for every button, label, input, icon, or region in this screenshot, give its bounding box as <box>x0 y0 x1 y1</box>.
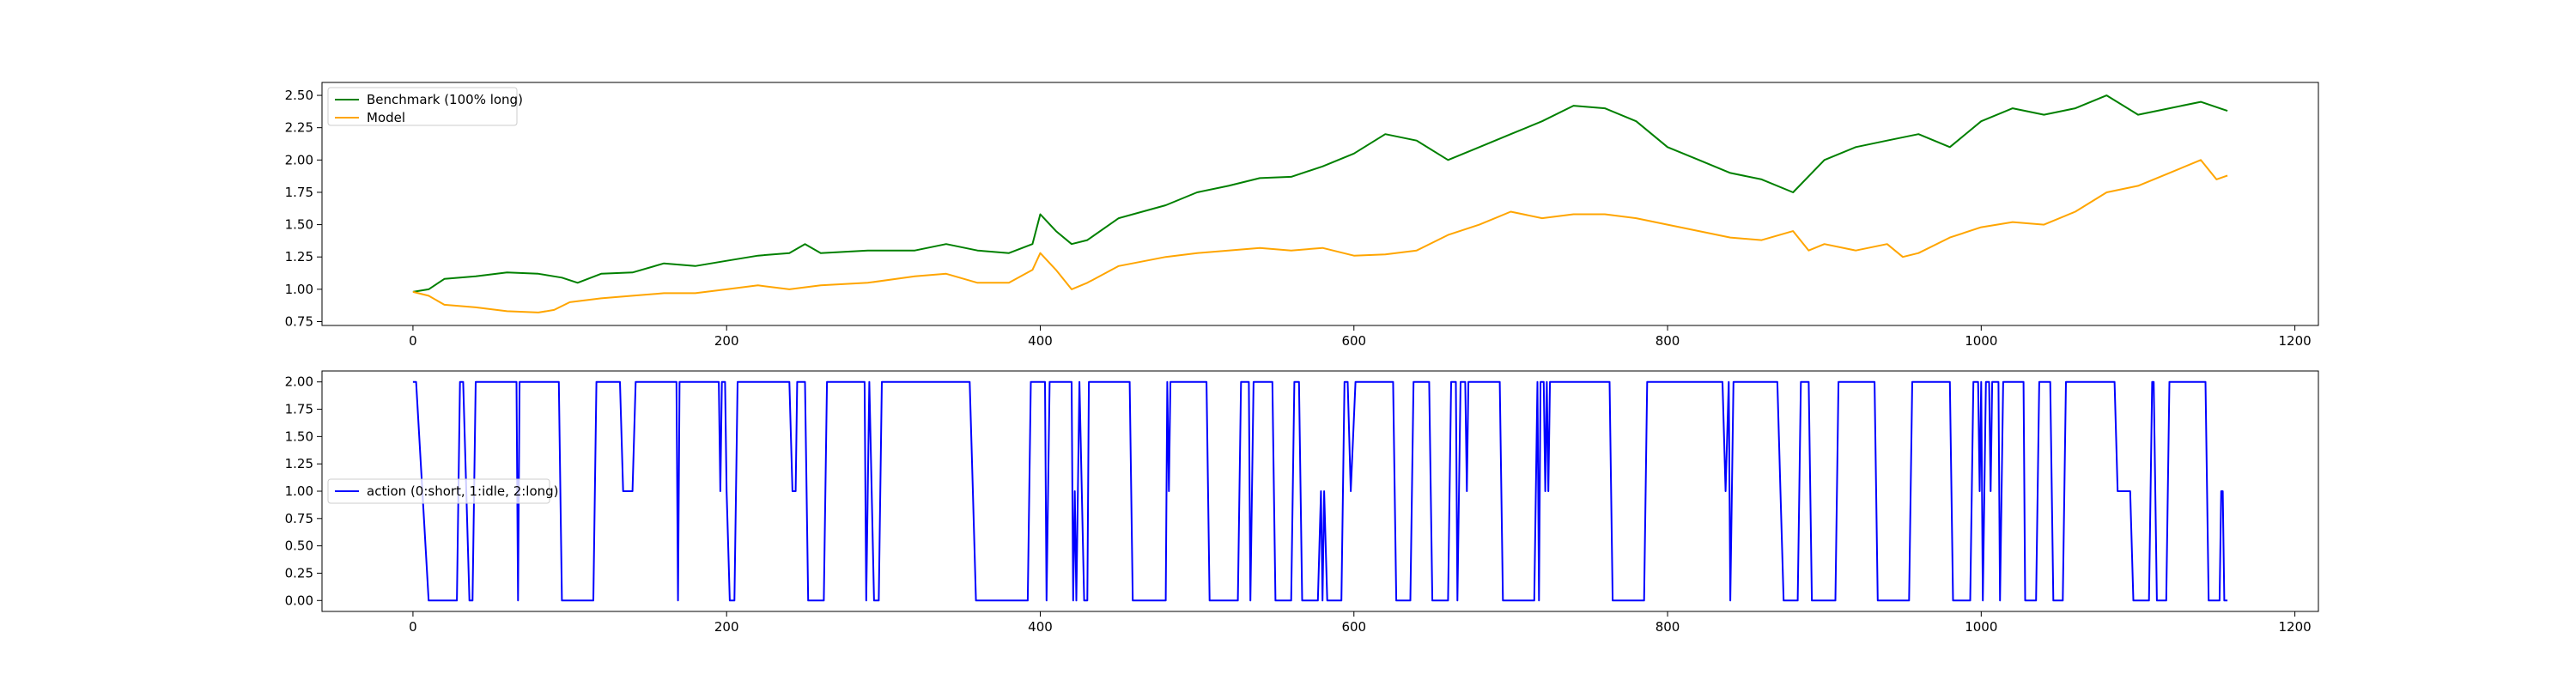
bottom-y-axis: 0.00 0.25 0.50 0.75 1.00 1.25 1.50 1.75 2.00 <box>285 374 322 608</box>
x-tick-label: 400 <box>1028 619 1053 635</box>
x-tick-label: 1200 <box>2279 619 2312 635</box>
top-x-axis: 0 200 400 600 800 1000 1200 <box>409 325 2312 349</box>
series-line-action <box>412 380 2228 602</box>
x-tick-label: 800 <box>1656 619 1680 635</box>
x-tick-label: 1000 <box>1965 333 1997 349</box>
y-tick-label: 2.00 <box>285 374 313 390</box>
x-tick-label: 600 <box>1341 619 1366 635</box>
top-series-layer <box>412 94 2228 313</box>
y-tick-label: 0.25 <box>285 565 313 581</box>
series-line-model <box>412 159 2228 313</box>
bottom-legend: action (0:short, 1:idle, 2:long) <box>327 478 559 504</box>
legend-label-action: action (0:short, 1:idle, 2:long) <box>367 483 559 499</box>
y-tick-label: 1.50 <box>285 429 313 444</box>
top-legend: Benchmark (100% long) Model <box>327 87 523 126</box>
legend-label-model: Model <box>367 110 405 125</box>
y-tick-label: 1.25 <box>285 456 313 471</box>
y-tick-label: 0.75 <box>285 511 313 526</box>
bottom-series-layer <box>412 380 2228 602</box>
bottom-action-chart: 0 200 400 600 800 1000 1200 0.00 0.25 0.50 0.75 1.… <box>285 370 2319 635</box>
y-tick-label: 1.50 <box>285 217 313 233</box>
x-tick-label: 200 <box>714 619 739 635</box>
x-tick-label: 0 <box>409 333 417 349</box>
y-tick-label: 1.00 <box>285 483 313 499</box>
y-tick-label: 0.75 <box>285 313 313 329</box>
series-line-benchmark <box>412 94 2228 293</box>
y-tick-label: 1.25 <box>285 249 313 264</box>
top-legend-box <box>327 87 518 126</box>
y-tick-label: 1.75 <box>285 402 313 417</box>
top-performance-chart: 0 200 400 600 800 1000 1200 0.75 1.00 1.25 1.50 1.… <box>285 82 2319 349</box>
x-tick-label: 0 <box>409 619 417 635</box>
legend-label-benchmark: Benchmark (100% long) <box>367 92 523 107</box>
y-tick-label: 0.00 <box>285 593 313 608</box>
bottom-x-axis: 0 200 400 600 800 1000 1200 <box>409 611 2312 635</box>
bottom-legend-box <box>327 478 550 504</box>
x-tick-label: 1200 <box>2279 333 2312 349</box>
y-tick-label: 0.50 <box>285 538 313 554</box>
x-tick-label: 1000 <box>1965 619 1997 635</box>
x-tick-label: 400 <box>1028 333 1053 349</box>
x-tick-label: 800 <box>1656 333 1680 349</box>
x-tick-label: 200 <box>714 333 739 349</box>
y-tick-label: 2.00 <box>285 152 313 167</box>
y-tick-label: 2.25 <box>285 120 313 136</box>
x-tick-label: 600 <box>1341 333 1366 349</box>
y-tick-label: 2.50 <box>285 88 313 103</box>
y-tick-label: 1.00 <box>285 282 313 297</box>
top-y-axis: 0.75 1.00 1.25 1.50 1.75 2.00 2.25 2.50 <box>285 88 322 329</box>
top-axes-frame <box>321 82 2319 326</box>
y-tick-label: 1.75 <box>285 185 313 200</box>
